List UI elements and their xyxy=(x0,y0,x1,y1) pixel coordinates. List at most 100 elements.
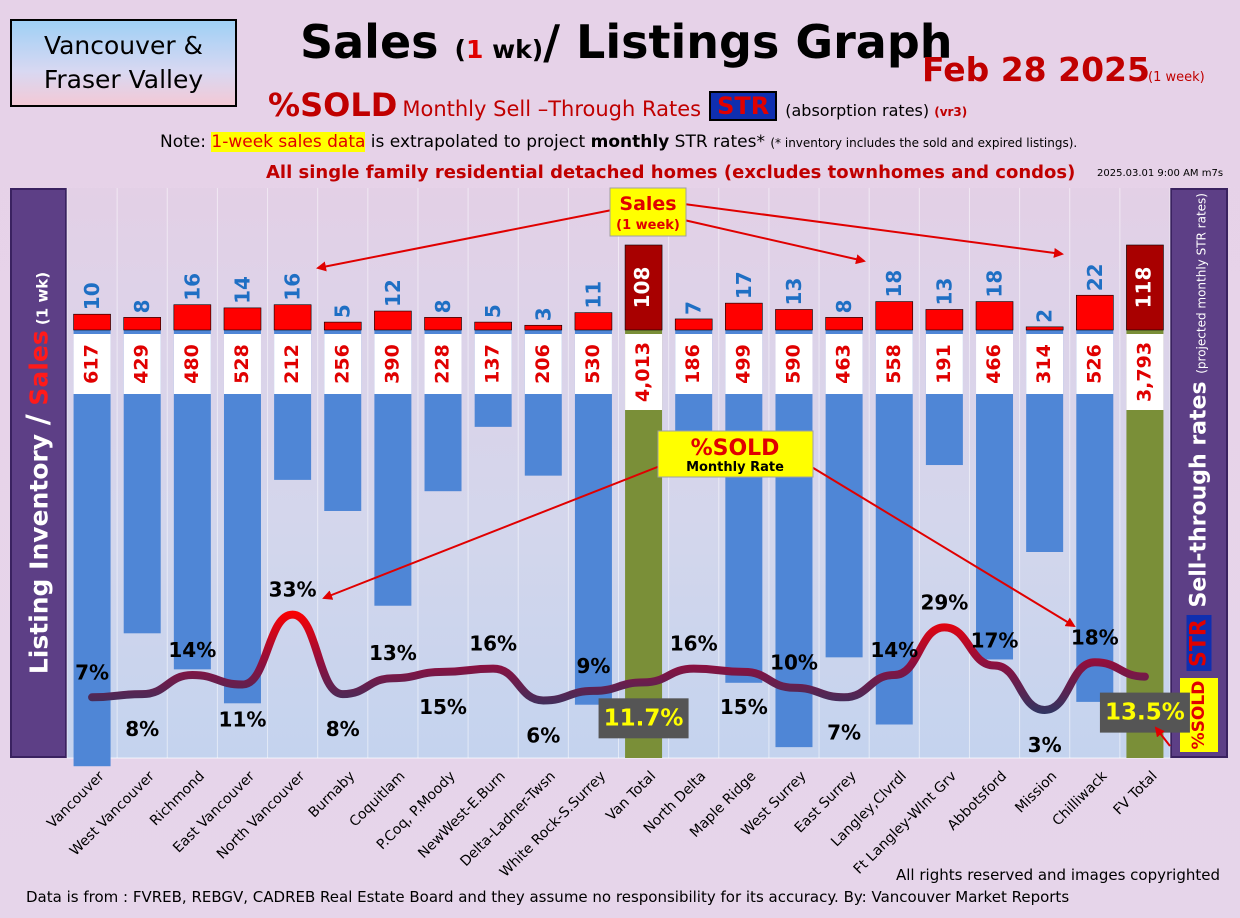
sales-bar xyxy=(474,321,512,331)
sold-arrow-2 xyxy=(809,465,1076,628)
sales-bar xyxy=(624,244,663,331)
left-axis-main: Listing Inventory xyxy=(24,425,54,675)
sales-bar xyxy=(975,301,1014,331)
str-value-label: 13% xyxy=(369,641,417,665)
sales-value-label: 18 xyxy=(983,270,1007,298)
str-value-label: 6% xyxy=(526,723,560,747)
sales-bar xyxy=(1126,244,1164,331)
sold-arrow-1 xyxy=(322,465,661,600)
sales-value-label: 2 xyxy=(1033,309,1057,323)
str-value-label: 17% xyxy=(971,628,1019,652)
inventory-label-bg xyxy=(1076,334,1114,394)
inventory-label-bg xyxy=(274,334,312,394)
right-axis-panel xyxy=(1170,188,1228,758)
inventory-value-label: 466 xyxy=(983,344,1005,384)
sales-bar xyxy=(223,307,262,331)
inventory-value-label: 256 xyxy=(331,344,353,384)
str-value-label: 15% xyxy=(720,695,768,719)
inventory-label-bg xyxy=(474,334,512,394)
str-value-label: 3% xyxy=(1028,733,1062,757)
str-value-label: 11% xyxy=(219,708,267,732)
note-highlight: 1-week sales data xyxy=(211,132,366,152)
inventory-label-bg xyxy=(574,334,612,394)
str-total-badge xyxy=(598,698,689,739)
sales-callout-box xyxy=(609,187,687,237)
sales-value-label: 13 xyxy=(782,278,806,306)
inventory-bar xyxy=(775,330,813,748)
str-value-label: 11.7% xyxy=(604,705,684,731)
sales-bar xyxy=(925,309,964,331)
timestamp: 2025.03.01 9:00 AM m7s xyxy=(1097,168,1224,179)
inventory-label-bg xyxy=(1026,334,1064,394)
sales-bar xyxy=(725,302,763,331)
inventory-value-label: 228 xyxy=(432,344,454,384)
sales-bar xyxy=(323,321,362,331)
right-axis-str: STR xyxy=(1186,615,1212,671)
str-value-label: 29% xyxy=(920,590,968,614)
inventory-value-label: 390 xyxy=(381,344,403,384)
inventory-value-label: 617 xyxy=(81,344,103,384)
left-axis-slash: / xyxy=(20,414,56,426)
title-paren-rest: wk) xyxy=(483,35,544,64)
category-label: Chilliwack xyxy=(1050,768,1111,829)
note-post: STR rates* xyxy=(669,132,771,152)
inventory-label-bg xyxy=(374,334,412,394)
title-num: 1 xyxy=(465,35,484,64)
str-value-label: 18% xyxy=(1071,625,1119,649)
inventory-value-label: 206 xyxy=(532,344,554,384)
sales-callout-sub: (1 week) xyxy=(616,218,680,233)
category-label: FV Total xyxy=(1110,768,1160,818)
inventory-label-bg xyxy=(324,334,362,394)
bars-layer xyxy=(73,244,1164,767)
inventory-label-bg xyxy=(1126,334,1164,410)
str-value-label: 7% xyxy=(827,720,861,744)
sales-arrow-3 xyxy=(683,203,1064,258)
sold-callout-title: %SOLD xyxy=(691,436,780,461)
sales-value-label: 14 xyxy=(230,276,254,304)
category-label: West Vancouver xyxy=(67,768,158,859)
region-box: Vancouver & Fraser Valley xyxy=(10,19,237,107)
inventory-label-bg xyxy=(223,334,261,394)
inventory-value-label: 463 xyxy=(833,344,855,384)
subtitle: %SOLD Monthly Sell –Through Rates STR (abs… xyxy=(268,86,967,124)
inventory-label-bg xyxy=(825,334,863,394)
inventory-label-bg xyxy=(173,334,211,394)
sold-callout-box xyxy=(657,430,814,478)
note-mid: is extrapolated to project xyxy=(365,132,591,152)
str-value-label: 15% xyxy=(419,695,467,719)
sales-bar xyxy=(424,317,462,331)
sales-bar xyxy=(173,304,212,331)
left-axis-panel xyxy=(10,188,67,758)
sales-bar xyxy=(775,309,813,331)
inventory-label-bg xyxy=(976,334,1014,394)
str-value-label: 8% xyxy=(326,717,360,741)
sales-value-label: 8 xyxy=(431,299,455,313)
sales-value-label: 18 xyxy=(882,270,906,298)
str-value-label: 16% xyxy=(670,632,718,656)
region-line-2: Fraser Valley xyxy=(43,65,204,94)
left-axis-sales: Sales xyxy=(24,330,54,415)
str-subtitle: Monthly Sell –Through Rates xyxy=(402,97,702,121)
sales-value-label: 11 xyxy=(581,281,605,309)
right-axis-label: STR Sell-through rates (projected monthl… xyxy=(1186,193,1212,671)
callout-layer: Sales (1 week) %SOLD Monthly Rate xyxy=(316,187,1171,747)
category-label: North Vancouver xyxy=(214,768,308,862)
title-paren-open: ( xyxy=(454,35,466,64)
inventory-value-label: 4,013 xyxy=(632,342,654,402)
str-value-label: 16% xyxy=(469,632,517,656)
title-pre: Sales xyxy=(300,15,455,69)
sales-value-label: 118 xyxy=(1131,267,1155,309)
inventory-label-bg xyxy=(73,334,111,394)
inventory-value-label: 429 xyxy=(131,344,153,384)
footer-source: Data is from : FVREB, REBGV, CADREB Real… xyxy=(26,888,1070,906)
sales-bar xyxy=(825,317,863,331)
inventory-label-bg xyxy=(725,334,763,394)
left-axis-label: Listing Inventory / Sales (1 wk) xyxy=(21,272,56,674)
inventory-label-bg xyxy=(875,334,913,394)
sales-bar xyxy=(674,318,713,331)
sales-arrow-1 xyxy=(316,209,613,272)
sales-bar xyxy=(574,312,613,331)
note-small: (* inventory includes the sold and expir… xyxy=(770,136,1078,150)
sold-arrow-3 xyxy=(1154,726,1171,747)
